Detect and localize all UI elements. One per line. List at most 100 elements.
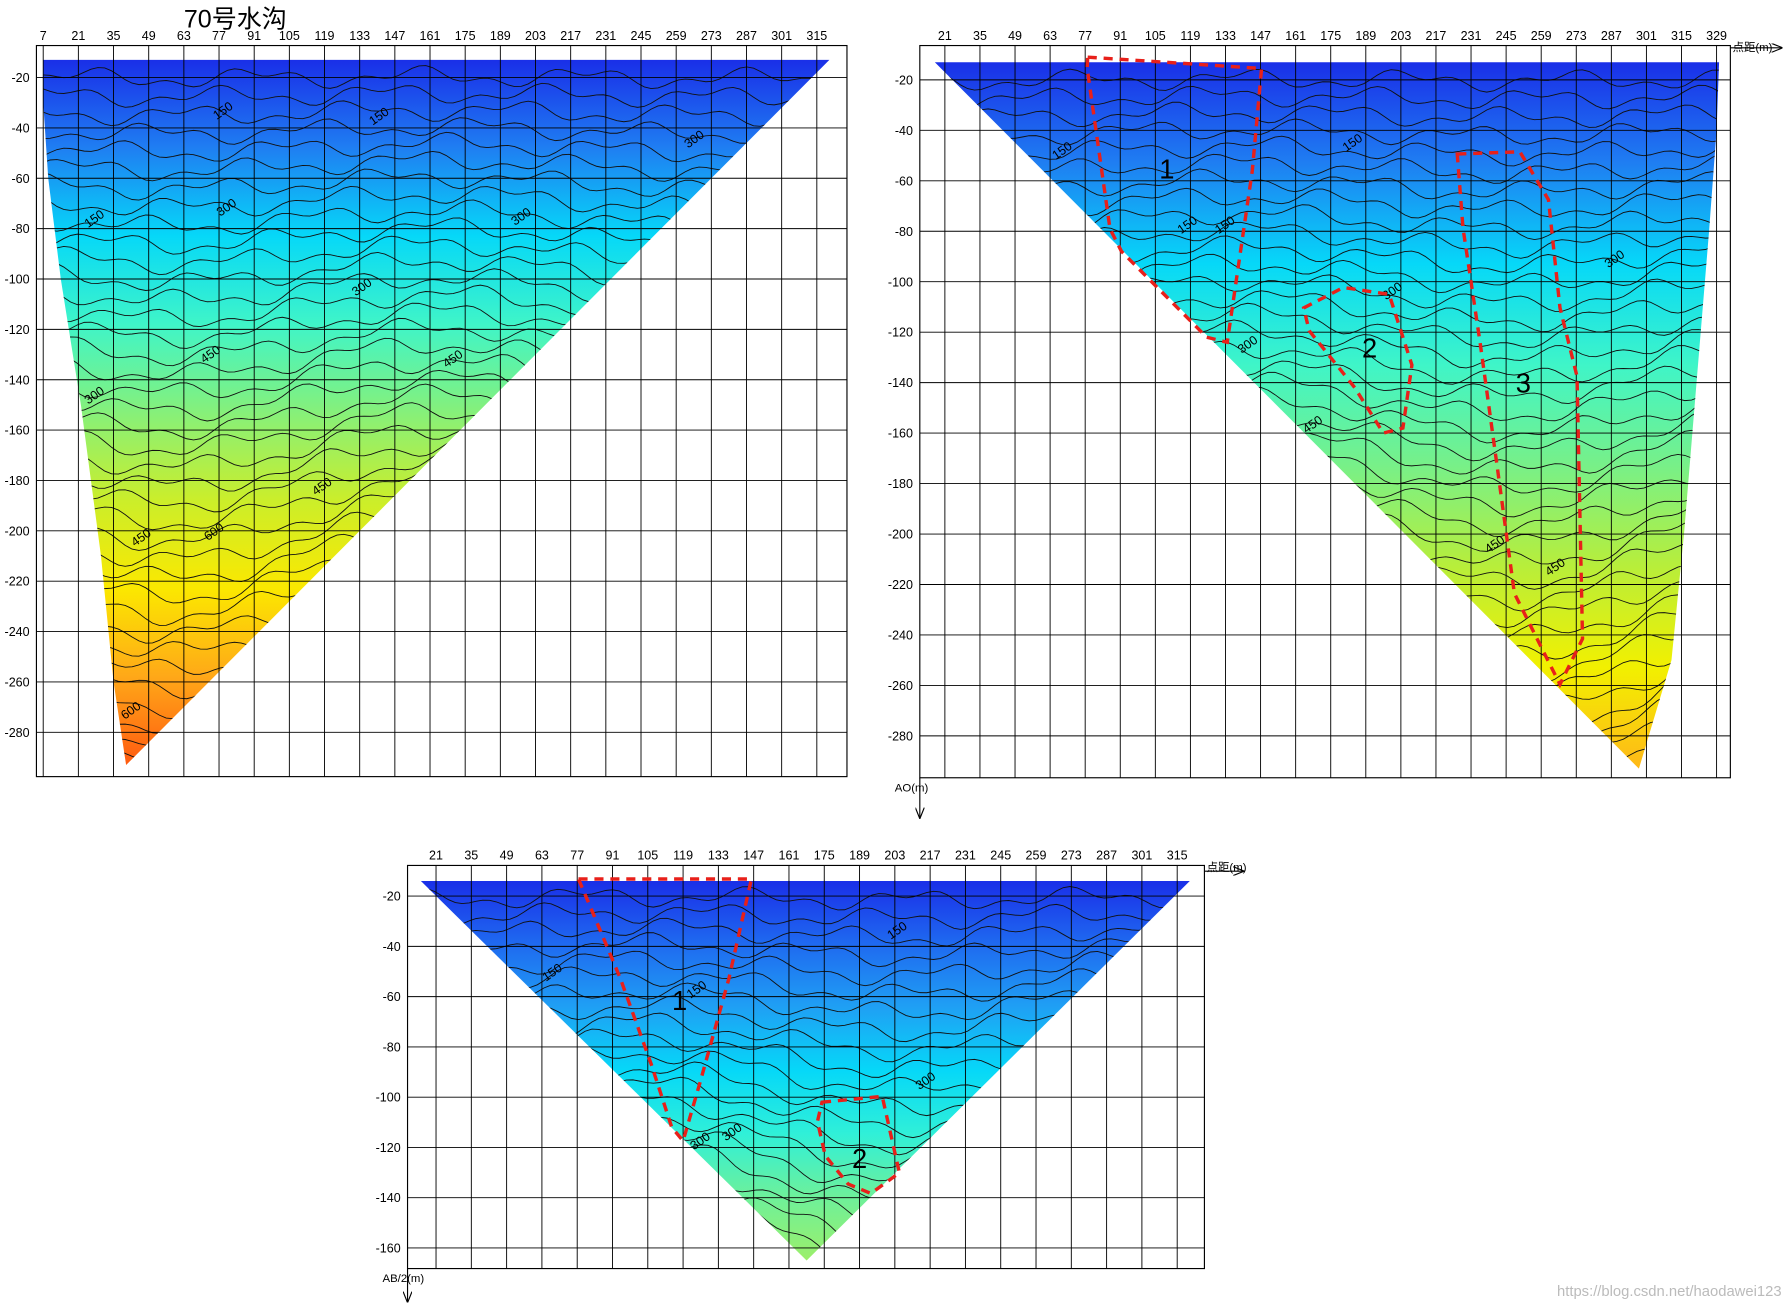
y-tick-label: -100 (5, 273, 30, 287)
y-tick-label: -180 (888, 477, 913, 491)
zone-outline (1085, 55, 1264, 345)
x-tick-label: 77 (570, 849, 584, 863)
y-tick-label: -140 (888, 376, 913, 390)
x-tick-label: 273 (701, 29, 722, 43)
y-tick-label: -280 (888, 729, 913, 743)
x-tick-label: 21 (71, 29, 85, 43)
y-tick-label: -220 (5, 575, 30, 589)
zone-label: 3 (1516, 367, 1531, 398)
x-tick-label: 161 (779, 849, 800, 863)
x-tick-label: 259 (666, 29, 687, 43)
x-tick-label: 273 (1061, 849, 1082, 863)
plot-frame (406, 864, 1205, 1270)
y-tick-label: -200 (888, 528, 913, 542)
plot-frame (35, 44, 848, 778)
x-tick-label: 245 (631, 29, 652, 43)
watermark: https://blog.csdn.net/haodawei123 (1557, 1284, 1782, 1300)
y-tick-label: -240 (888, 629, 913, 643)
contour-line (420, 916, 1190, 949)
x-tick-label: 175 (814, 849, 835, 863)
y-tick-label: -260 (888, 679, 913, 693)
x-tick-label: 217 (1426, 29, 1447, 43)
x-tick-label: 35 (464, 849, 478, 863)
x-tick-label: 189 (490, 29, 511, 43)
contour-line (420, 979, 1190, 1020)
x-tick-label: 49 (500, 849, 514, 863)
x-tick-label: 301 (1131, 849, 1152, 863)
y-tick-label: -160 (5, 424, 30, 438)
x-tick-label: 175 (455, 29, 476, 43)
x-tick-label: 133 (708, 849, 729, 863)
x-tick-label: 189 (849, 849, 870, 863)
contour-line (420, 966, 1190, 1002)
x-tick-label: 147 (1250, 29, 1271, 43)
y-tick-label: -140 (376, 1191, 401, 1205)
x-tick-label: 105 (1145, 29, 1166, 43)
section-fill (420, 881, 1190, 1261)
contour-line (43, 65, 830, 90)
section-fill (934, 62, 1720, 769)
contour-line (934, 135, 1720, 167)
x-tick-label: 119 (673, 849, 693, 863)
y-tick-label: -80 (383, 1040, 401, 1054)
x-tick-label: 329 (1706, 29, 1727, 43)
x-axis-label: 点距(m) (1207, 861, 1247, 874)
contour-line (420, 902, 1190, 930)
x-tick-label: 203 (1390, 29, 1411, 43)
x-tick-label: 63 (1043, 29, 1057, 43)
y-tick-label: -260 (5, 675, 30, 689)
x-tick-label: 147 (743, 849, 764, 863)
x-tick-label: 217 (560, 29, 581, 43)
x-tick-label: 217 (920, 849, 941, 863)
x-tick-label: 119 (1180, 29, 1200, 43)
x-tick-label: 91 (606, 849, 620, 863)
y-tick-label: -200 (5, 524, 30, 538)
zone-label: 2 (1362, 333, 1377, 364)
contour-line (43, 100, 830, 127)
x-tick-label: 231 (955, 849, 976, 863)
chart-title: 70号水沟 (184, 5, 287, 33)
x-tick-label: 133 (349, 29, 370, 43)
y-axis-label: AO(m) (895, 782, 929, 794)
x-tick-label: 175 (1320, 29, 1341, 43)
zone-outline (1301, 285, 1414, 436)
plot-frame (919, 44, 1731, 779)
x-tick-label: 231 (595, 29, 616, 43)
y-tick-label: -40 (12, 121, 30, 135)
y-tick-label: -80 (12, 222, 30, 236)
x-tick-label: 77 (1078, 29, 1092, 43)
zone-label: 2 (852, 1143, 867, 1174)
x-tick-label: 259 (1026, 849, 1047, 863)
x-tick-label: 161 (420, 29, 441, 43)
y-tick-label: -160 (888, 427, 913, 441)
x-tick-label: 105 (279, 29, 300, 43)
y-tick-label: -20 (895, 73, 913, 87)
y-tick-label: -40 (383, 940, 401, 954)
y-tick-label: -280 (5, 726, 30, 740)
y-axis-label: AB/2(m) (383, 1273, 425, 1285)
y-tick-label: -20 (12, 71, 30, 85)
y-tick-label: -140 (5, 373, 30, 387)
contour-line (43, 82, 830, 108)
x-tick-label: 35 (973, 29, 987, 43)
x-tick-label: 315 (1671, 29, 1692, 43)
contour-line (43, 150, 830, 182)
y-tick-label: -100 (376, 1091, 401, 1105)
x-tick-label: 273 (1566, 29, 1587, 43)
x-tick-label: 287 (1096, 849, 1117, 863)
x-tick-label: 7 (40, 29, 47, 43)
y-tick-label: -180 (5, 474, 30, 488)
y-tick-label: -160 (376, 1242, 401, 1256)
x-tick-label: 161 (1285, 29, 1306, 43)
y-tick-label: -60 (12, 172, 30, 186)
zone-outline (1455, 150, 1585, 689)
x-tick-label: 91 (247, 29, 261, 43)
contour-line (934, 101, 1720, 128)
x-tick-label: 245 (990, 849, 1011, 863)
x-tick-label: 301 (1636, 29, 1657, 43)
x-tick-label: 259 (1531, 29, 1552, 43)
y-tick-label: -220 (888, 578, 913, 592)
x-tick-label: 287 (1601, 29, 1622, 43)
contour-line (934, 84, 1720, 112)
zone-outline (575, 877, 754, 1145)
